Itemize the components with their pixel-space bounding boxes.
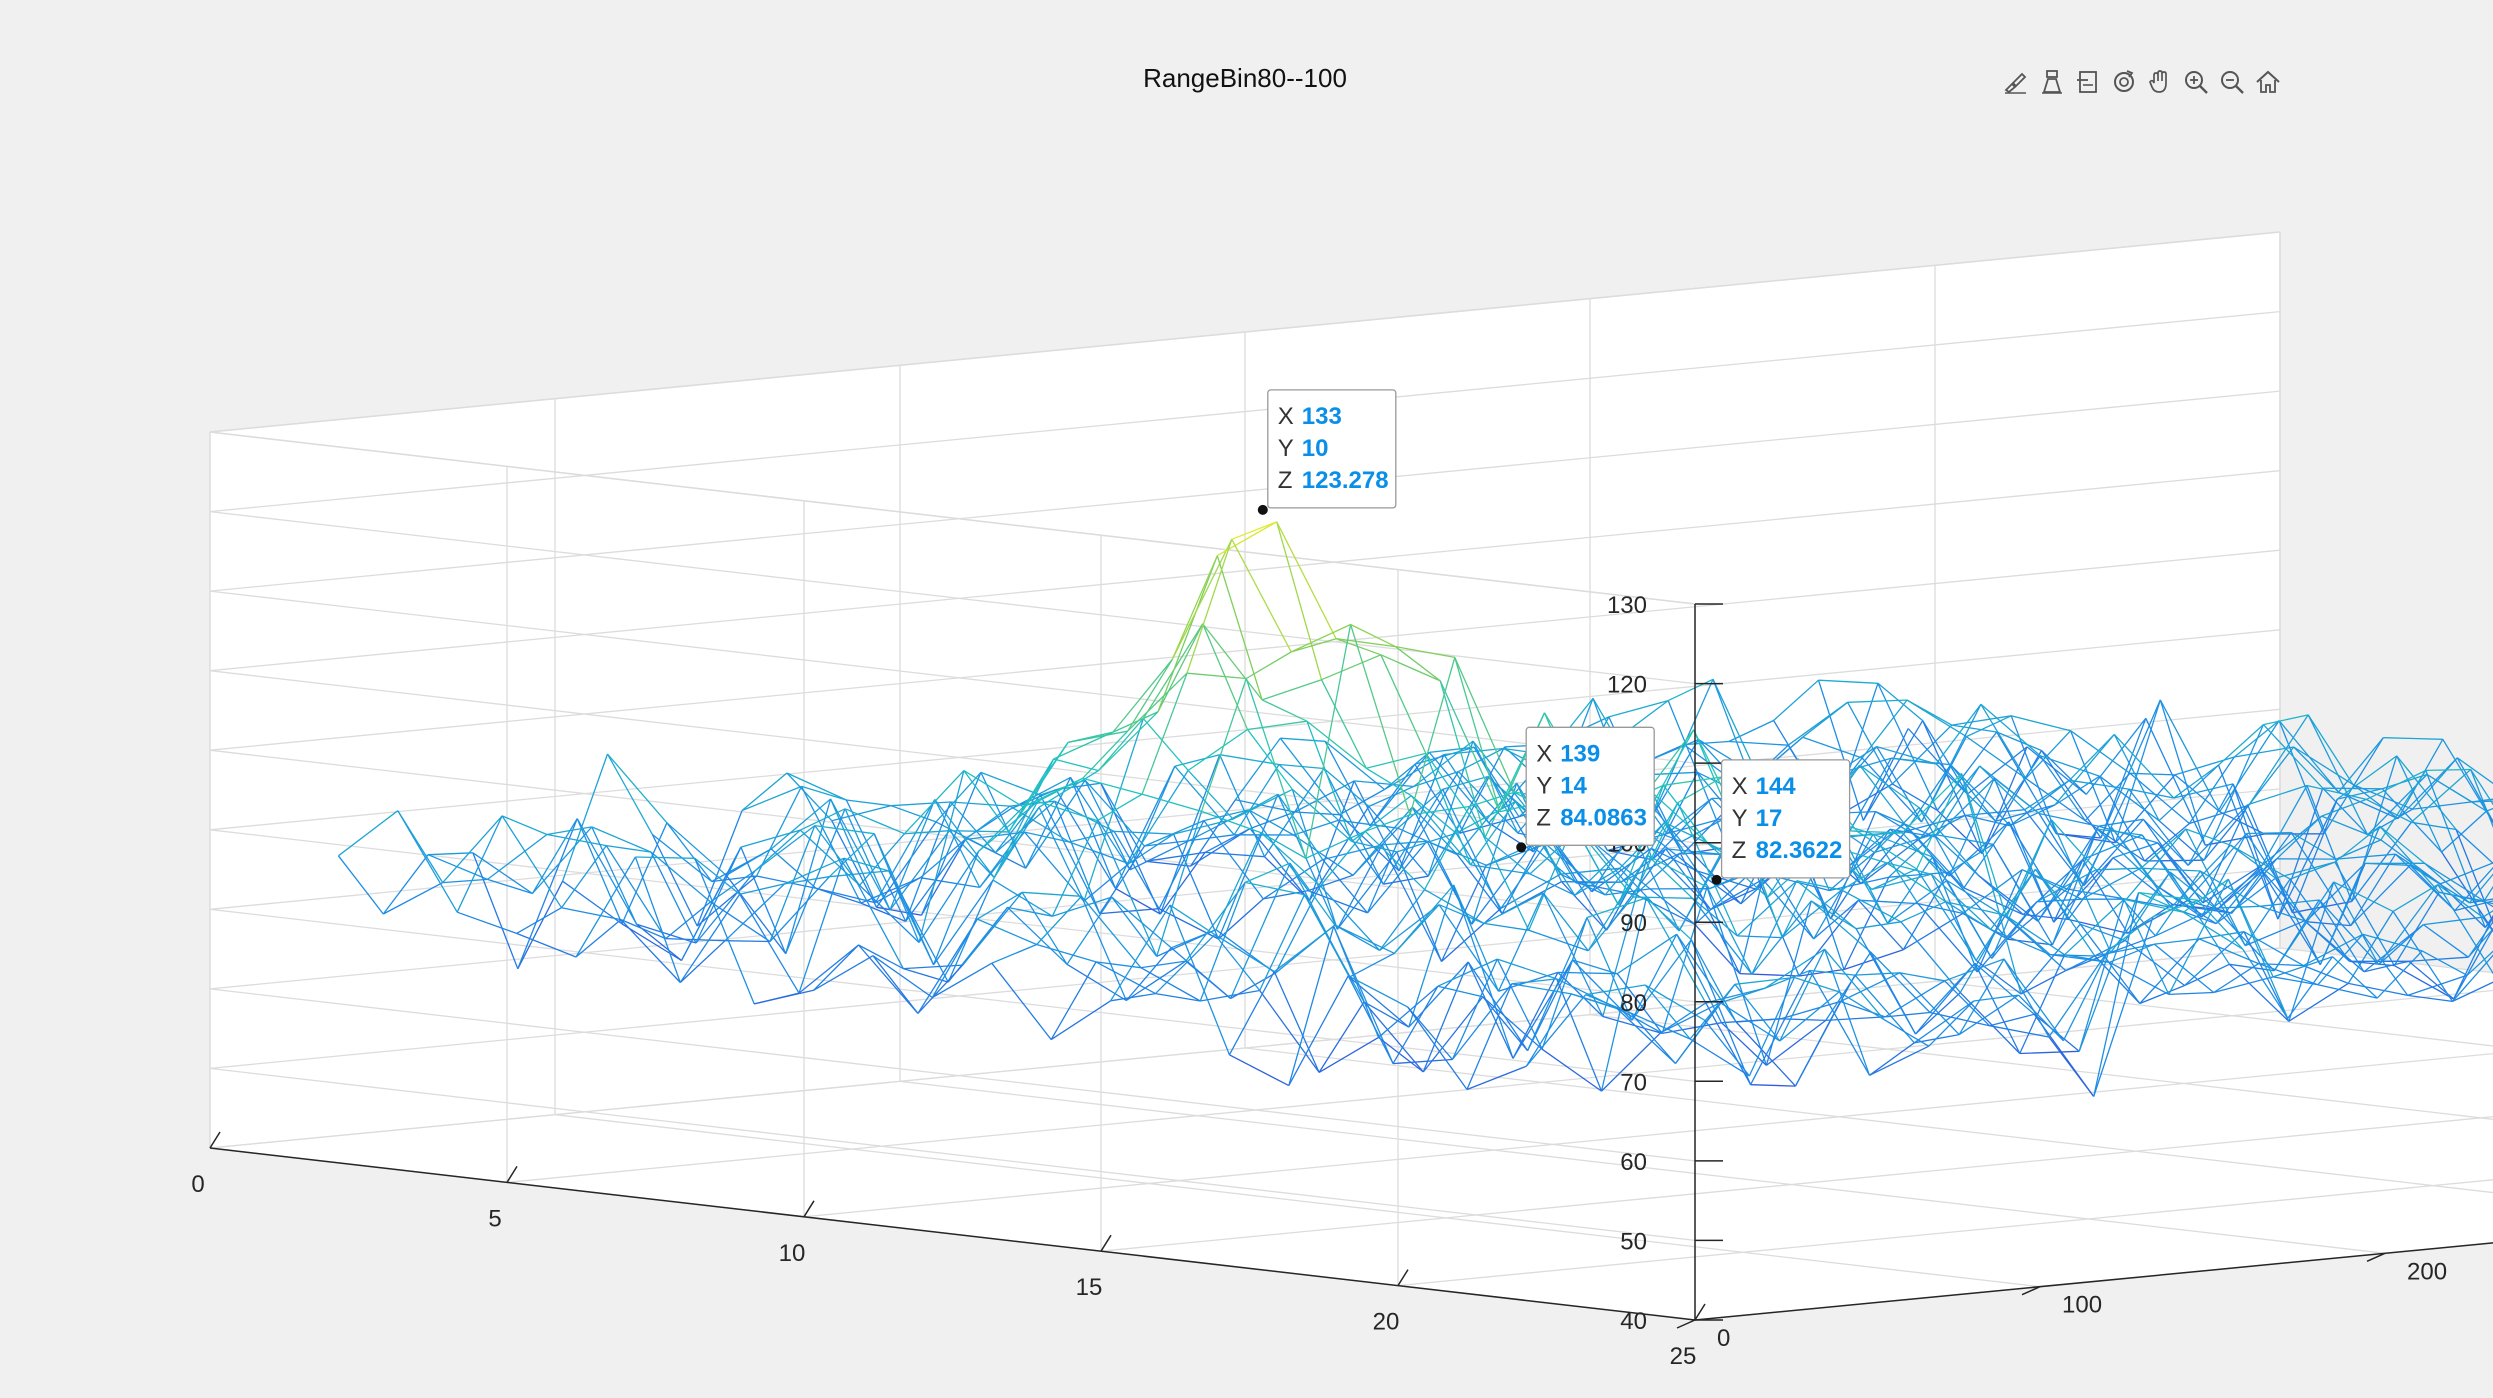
mesh-edge	[2322, 816, 2381, 840]
mesh-edge	[2382, 789, 2441, 852]
data-tip-key: Y	[1732, 805, 1748, 832]
data-tip-key: X	[1278, 403, 1294, 430]
mesh-edge	[2393, 885, 2438, 912]
data-tip-key: Y	[1536, 772, 1552, 799]
z-tick-label: 40	[1620, 1308, 1647, 1335]
z-tick-label: 60	[1620, 1149, 1647, 1176]
data-tip-marker	[1712, 875, 1722, 885]
y-tick-label: 15	[1076, 1274, 1103, 1301]
data-tip-value: 133	[1302, 403, 1342, 430]
mesh-edge	[2294, 747, 2339, 792]
data-tip-key: X	[1732, 773, 1748, 800]
zoom-in-icon[interactable]	[2180, 66, 2212, 98]
data-tip-key: Z	[1732, 837, 1747, 864]
data-tip: X 144 Y 17 Z 82.3622	[1712, 760, 1850, 885]
data-tip-key: Z	[1536, 804, 1551, 831]
data-tip: X 133 Y 10 Z 123.278	[1258, 390, 1396, 515]
mesh-edge	[2394, 892, 2439, 965]
mesh-edge	[2307, 786, 2352, 902]
x-tick-mark	[1677, 1320, 1695, 1328]
export-icon[interactable]	[2072, 66, 2104, 98]
chart-title: RangeBin80--100	[1143, 63, 1347, 93]
x-tick-label: 200	[2407, 1258, 2447, 1285]
brush-icon[interactable]	[2000, 66, 2032, 98]
mesh-edge	[2306, 922, 2351, 926]
x-tick-label: 100	[2062, 1292, 2102, 1319]
mesh-edge	[2423, 917, 2482, 924]
y-tick-label: 0	[191, 1171, 204, 1198]
mesh-edge	[2380, 826, 2439, 892]
data-tip-key: X	[1536, 740, 1552, 767]
data-tip-value: 144	[1756, 773, 1797, 800]
mesh-edge	[2440, 860, 2493, 884]
z-tick-label: 70	[1620, 1069, 1647, 1096]
data-tips-icon[interactable]	[2036, 66, 2068, 98]
data-tip-marker	[1258, 505, 1268, 515]
y-tick-label: 5	[488, 1205, 501, 1232]
data-tip: X 139 Y 14 Z 84.0863	[1516, 727, 1654, 852]
z-tick-label: 90	[1620, 910, 1647, 937]
home-icon[interactable]	[2252, 66, 2284, 98]
data-tip-value: 123.278	[1302, 467, 1389, 494]
mesh-edge	[2291, 833, 2336, 860]
data-tip-marker	[1516, 842, 1526, 852]
data-tip-value: 17	[1756, 805, 1783, 832]
z-tick-label: 50	[1620, 1228, 1647, 1255]
mesh-edge	[1576, 882, 1621, 883]
data-tip-key: Y	[1278, 435, 1294, 462]
mesh-edge	[2352, 822, 2412, 901]
rotate-3d-icon[interactable]	[2108, 66, 2140, 98]
data-tip-value: 14	[1560, 772, 1587, 799]
data-tip-value: 82.3622	[1756, 837, 1843, 864]
data-tip-value: 139	[1560, 740, 1600, 767]
mesh-edge	[2308, 715, 2353, 785]
y-tick-label: 20	[1373, 1309, 1400, 1336]
mesh-edge	[2411, 822, 2456, 829]
z-tick-label: 120	[1607, 672, 1647, 699]
data-tip-value: 10	[1302, 435, 1329, 462]
axes-toolbar	[2000, 62, 2284, 102]
z-tick-label: 80	[1620, 990, 1647, 1017]
x-tick-label: 0	[1717, 1325, 1730, 1352]
mesh-edge	[725, 941, 770, 942]
mesh-edge	[2379, 885, 2438, 965]
zoom-out-icon[interactable]	[2216, 66, 2248, 98]
data-tip-value: 84.0863	[1560, 804, 1647, 831]
y-tick-label: 25	[1670, 1343, 1697, 1370]
mesh-edge	[2383, 738, 2443, 740]
mesh-edge	[2423, 925, 2468, 958]
z-tick-label: 130	[1607, 592, 1647, 619]
mesh-edge	[2279, 721, 2324, 834]
pan-icon[interactable]	[2144, 66, 2176, 98]
mesh-edge	[2426, 770, 2471, 771]
y-tick-label: 10	[779, 1240, 806, 1267]
mesh-edge	[2339, 738, 2384, 792]
data-tip-key: Z	[1278, 467, 1293, 494]
